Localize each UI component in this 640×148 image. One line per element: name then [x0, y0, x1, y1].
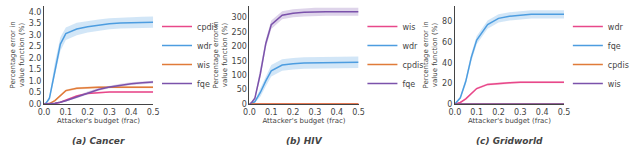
svg-text:0.2: 0.2	[492, 108, 505, 117]
svg-text:4.0: 4.0	[29, 8, 42, 17]
svg-text:0.0: 0.0	[29, 100, 42, 109]
svg-text:60: 60	[442, 38, 452, 47]
svg-text:0.1: 0.1	[470, 108, 483, 117]
svg-text:wis: wis	[608, 80, 621, 89]
svg-text:0.1: 0.1	[59, 108, 72, 117]
svg-text:Percentage error invalue funct: Percentage error invalue function (%)	[422, 21, 439, 88]
svg-text:cpdis: cpdis	[608, 61, 629, 70]
svg-text:0.3: 0.3	[514, 108, 527, 117]
svg-text:0.2: 0.2	[81, 108, 94, 117]
svg-text:0: 0	[242, 100, 247, 109]
svg-text:300: 300	[232, 13, 247, 22]
svg-text:0.1: 0.1	[265, 108, 278, 117]
svg-text:Attacker's budget (frac): Attacker's budget (frac)	[468, 117, 551, 125]
svg-text:3.5: 3.5	[29, 19, 42, 28]
svg-text:0.0: 0.0	[243, 108, 256, 117]
svg-text:150: 150	[232, 57, 247, 66]
svg-text:(c) Gridworld: (c) Gridworld	[476, 136, 543, 146]
svg-text:(a) Cancer: (a) Cancer	[72, 136, 125, 146]
svg-text:Percentage error invalue funct: Percentage error invalue function (%)	[9, 21, 26, 88]
svg-text:0.3: 0.3	[309, 108, 322, 117]
svg-text:1.0: 1.0	[29, 77, 42, 86]
svg-text:0: 0	[447, 100, 452, 109]
svg-text:fqe: fqe	[197, 80, 210, 89]
svg-text:2.5: 2.5	[29, 42, 42, 51]
svg-text:0.5: 0.5	[558, 108, 571, 117]
svg-text:1.5: 1.5	[29, 65, 42, 74]
svg-text:0.4: 0.4	[536, 108, 549, 117]
svg-text:Attacker's budget (frac): Attacker's budget (frac)	[57, 117, 140, 125]
svg-text:Attacker's budget (frac): Attacker's budget (frac)	[262, 117, 345, 125]
svg-text:0.5: 0.5	[352, 108, 365, 117]
svg-text:wdr: wdr	[608, 23, 624, 32]
svg-text:0.2: 0.2	[287, 108, 300, 117]
svg-text:0.3: 0.3	[103, 108, 116, 117]
svg-text:(b) HIV: (b) HIV	[286, 136, 323, 146]
svg-text:wis: wis	[197, 61, 210, 70]
svg-text:wis: wis	[402, 23, 415, 32]
svg-text:0.0: 0.0	[448, 108, 461, 117]
svg-text:cpdis: cpdis	[197, 23, 218, 32]
svg-text:250: 250	[232, 28, 247, 37]
svg-text:50: 50	[237, 85, 247, 94]
svg-text:wdr: wdr	[197, 42, 213, 51]
svg-text:100: 100	[232, 71, 247, 80]
svg-text:cpdis: cpdis	[402, 61, 423, 70]
svg-text:Percentage error invalue funct: Percentage error invalue function (%)	[212, 21, 229, 88]
svg-text:0.4: 0.4	[330, 108, 343, 117]
svg-text:200: 200	[232, 42, 247, 51]
svg-text:0.0: 0.0	[38, 108, 51, 117]
svg-text:fqe: fqe	[608, 42, 621, 51]
svg-text:3.0: 3.0	[29, 31, 42, 40]
svg-text:20: 20	[442, 79, 452, 88]
svg-text:0.4: 0.4	[125, 108, 138, 117]
svg-text:wdr: wdr	[402, 42, 418, 51]
svg-text:0.5: 0.5	[147, 108, 160, 117]
svg-text:40: 40	[442, 59, 452, 68]
svg-text:80: 80	[442, 17, 452, 26]
svg-text:fqe: fqe	[402, 80, 415, 89]
svg-text:0.5: 0.5	[29, 88, 42, 97]
svg-text:2.0: 2.0	[29, 54, 42, 63]
